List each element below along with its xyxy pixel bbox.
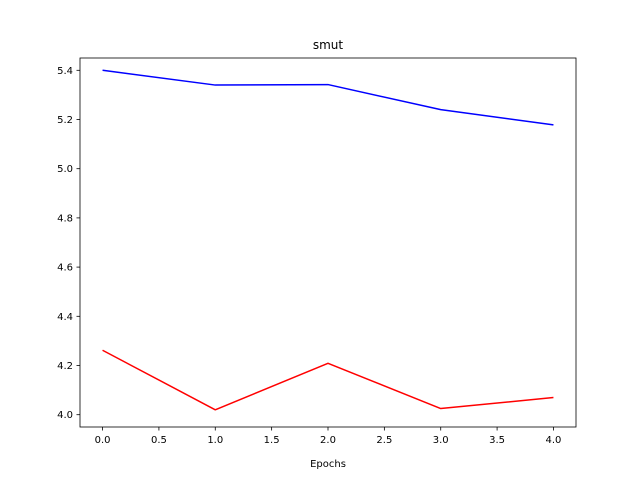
y-tick-label: 4.8 bbox=[57, 213, 73, 224]
y-tick-label: 5.0 bbox=[57, 164, 73, 175]
x-tick-label: 2.5 bbox=[376, 435, 392, 446]
y-tick-label: 5.4 bbox=[57, 66, 73, 77]
series-line-1 bbox=[102, 69, 554, 126]
x-tick-label: 1.0 bbox=[207, 435, 223, 446]
series-line-2 bbox=[102, 349, 554, 411]
chart-title: smut bbox=[313, 38, 344, 52]
y-tick-label: 4.4 bbox=[57, 312, 73, 323]
x-tick-label: 3.0 bbox=[433, 435, 449, 446]
y-tick-label: 4.2 bbox=[57, 361, 73, 372]
x-tick-label: 4.0 bbox=[546, 435, 562, 446]
x-tick-label: 0.5 bbox=[151, 435, 167, 446]
y-tick-label: 4.0 bbox=[57, 410, 73, 421]
x-tick-label: 2.0 bbox=[320, 435, 336, 446]
x-tick-label: 1.5 bbox=[264, 435, 280, 446]
y-tick-label: 4.6 bbox=[57, 263, 73, 274]
x-tick-label: 0.0 bbox=[95, 435, 111, 446]
x-axis-label: Epochs bbox=[310, 459, 346, 470]
x-tick-label: 3.5 bbox=[489, 435, 505, 446]
plot-area: 0.0 0.5 1.0 1.5 2.0 2.5 3.0 3.5 4.0 4.0 4.2 4.4 4.6 4… bbox=[57, 57, 577, 446]
y-tick-label: 5.2 bbox=[57, 115, 73, 126]
